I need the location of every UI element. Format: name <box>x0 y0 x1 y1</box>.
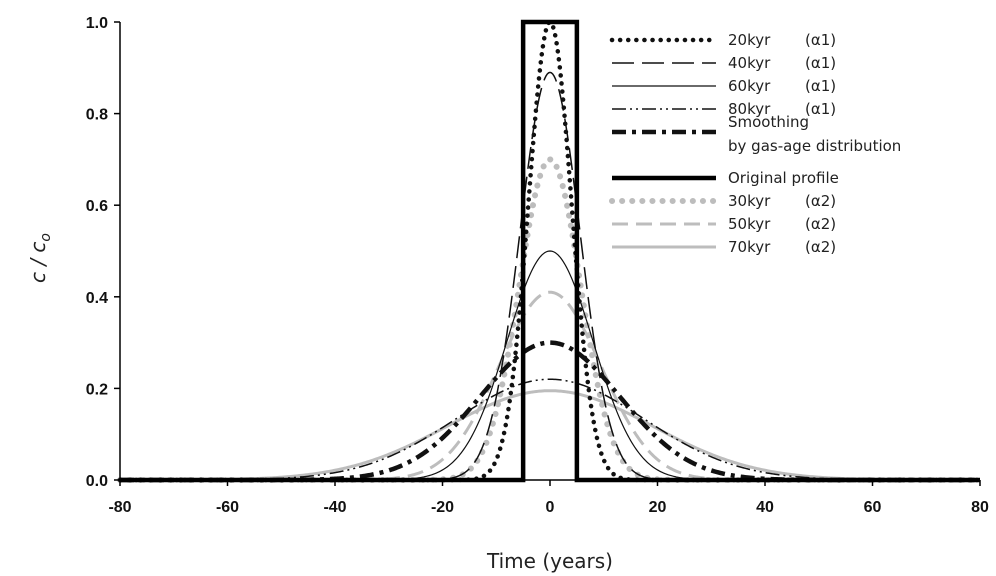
legend-item-smoothing-by-gas-age-distribution: Smoothing by gas-age distribution <box>612 113 901 155</box>
y-tick-label: 0.6 <box>86 198 108 215</box>
ticks: -80 -60 -40 -20 0 20 40 60 80 0.0 0.2 0.4 0.6 0.8 1.0 <box>86 15 989 516</box>
legend-label-tag: (α1) <box>805 31 836 49</box>
legend-label-tag: (α1) <box>805 100 836 118</box>
y-tick-label: 0.2 <box>86 381 108 398</box>
legend-label: 80kyr <box>728 100 771 118</box>
legend-label: 60kyr <box>728 77 771 95</box>
legend-label-tag: (α1) <box>805 77 836 95</box>
series-line-80kyr-1 <box>120 378 980 481</box>
x-tick-label: 80 <box>971 499 989 516</box>
legend-item-70kyr-2: 70kyr (α2) <box>612 238 836 256</box>
series-line-70kyr-2 <box>120 389 980 482</box>
x-tick-label: -40 <box>323 499 346 516</box>
y-tick-label: 1.0 <box>86 15 108 32</box>
x-tick-label: -60 <box>216 499 239 516</box>
legend-label-tag: (α2) <box>805 215 836 233</box>
legend-label-tag: (α2) <box>805 192 836 210</box>
y-axis-label-main: c / c <box>26 242 50 283</box>
y-tick-label: 0.8 <box>86 107 108 124</box>
legend-label: 20kyr <box>728 31 771 49</box>
legend-label-tag: (α2) <box>805 238 836 256</box>
series-line-30kyr-2 <box>117 156 983 483</box>
legend-label-tag: (α1) <box>805 54 836 72</box>
legend-label: 50kyr <box>728 215 771 233</box>
legend-label: 70kyr <box>728 238 771 256</box>
series-line-60kyr-1 <box>120 250 980 481</box>
y-axis-label-sub: o <box>38 233 54 242</box>
series-line-40kyr-1 <box>120 71 980 481</box>
y-axis-label: c / co <box>26 233 54 283</box>
x-tick-label: 0 <box>546 499 555 516</box>
legend-label: 40kyr <box>728 54 771 72</box>
x-tick-label: 40 <box>756 499 774 516</box>
legend-label: 30kyr <box>728 192 771 210</box>
legend-item-30kyr-2: 30kyr (α2) <box>609 192 836 210</box>
series-line-smoothing-by-gas-age-distribution <box>120 340 980 483</box>
legend-label-line2: by gas-age distribution <box>728 137 901 155</box>
x-axis-label: Time (years) <box>486 549 613 573</box>
legend-label: Smoothing <box>728 113 809 131</box>
x-tick-label: 60 <box>864 499 882 516</box>
plot-lines <box>117 19 983 483</box>
legend-item-original-profile: Original profile <box>612 169 839 187</box>
legend: 20kyr (α1)40kyr (α1)60kyr (α1)80kyr (α1)Smoo… <box>609 31 901 256</box>
legend-item-40kyr-1: 40kyr (α1) <box>612 54 836 72</box>
legend-item-50kyr-2: 50kyr (α2) <box>612 215 836 233</box>
legend-label: Original profile <box>728 169 839 187</box>
legend-item-80kyr-1: 80kyr (α1) <box>612 100 836 118</box>
legend-item-60kyr-1: 60kyr (α1) <box>612 77 836 95</box>
x-tick-label: -80 <box>108 499 131 516</box>
series-line-50kyr-2 <box>120 290 980 482</box>
x-tick-label: 20 <box>649 499 667 516</box>
y-tick-label: 0.4 <box>86 290 108 307</box>
x-tick-label: -20 <box>431 499 454 516</box>
y-tick-label: 0.0 <box>86 473 108 490</box>
legend-item-20kyr-1: 20kyr (α1) <box>609 31 836 49</box>
